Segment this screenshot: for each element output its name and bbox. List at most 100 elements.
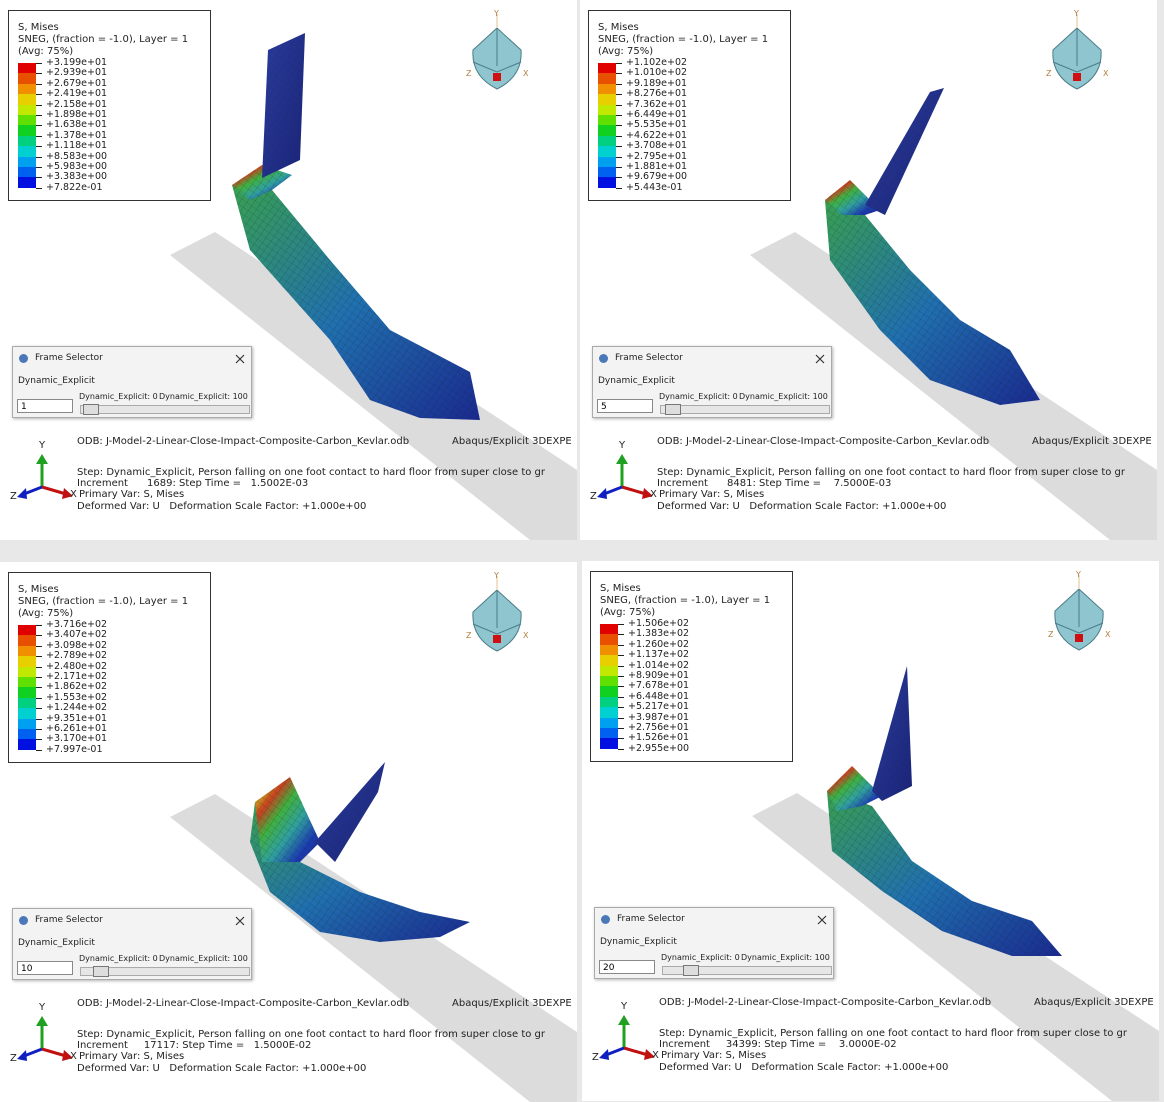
legend-color-band [18,646,36,656]
primary-variable: Primary Var: S, Mises [79,1051,184,1062]
legend-value: +2.679e+01 [46,78,107,89]
slider-thumb[interactable] [683,965,699,976]
slider-max-label: Dynamic_Explicit: 100 [739,391,828,402]
legend-color-band [600,728,618,738]
frame-input[interactable]: 5 [597,399,653,413]
step-name: Dynamic_Explicit [600,937,677,948]
slider-max-label: Dynamic_Explicit: 100 [159,391,248,402]
legend-value: +1.383e+02 [628,628,689,639]
odb-name: ODB: J-Model-2-Linear-Close-Impact-Compo… [657,436,989,447]
triad-x-axis [624,1048,648,1055]
legend-color-band [600,697,618,707]
legend-subtitle: SNEG, (fraction = -1.0), Layer = 1 [18,34,188,45]
triad-y-label: Y [39,440,45,451]
legend-value: +1.260e+02 [628,639,689,650]
frame-input[interactable]: 10 [17,961,73,975]
view-cube-z-label: Z [1046,68,1051,79]
increment-info: Increment 1689: Step Time = 1.5002E-03 [77,478,308,489]
triad-z-head [597,488,607,499]
plate-flap-mesh [315,762,385,862]
slider-thumb[interactable] [665,404,681,415]
view-cube-z-label: Z [466,68,471,79]
legend-value: +3.987e+01 [628,712,689,723]
legend-tick [618,728,624,729]
legend-tick [616,94,622,95]
close-button[interactable] [235,354,245,364]
legend-tick [36,729,42,730]
frame-slider[interactable] [80,405,250,414]
legend-title: S, Mises [600,583,641,594]
increment-info: Increment 17117: Step Time = 1.5000E-02 [77,1040,311,1051]
legend-color-band [598,115,616,125]
close-button[interactable] [815,354,825,364]
legend-value: +3.716e+02 [46,619,107,630]
view-cube-marker [493,635,501,643]
legend-color-band [598,177,616,187]
legend-value: +3.708e+01 [626,140,687,151]
legend-color-band [598,63,616,73]
view-cube-y-label: Y [1074,8,1079,19]
legend-color-band [600,655,618,665]
legend-value: +2.789e+02 [46,650,107,661]
legend-value: +1.881e+01 [626,161,687,172]
legend-tick [36,635,42,636]
legend-color-band [18,136,36,146]
triad-x-label: X [652,1050,659,1061]
increment-info: Increment 8481: Step Time = 7.5000E-03 [657,478,891,489]
legend-tick [36,136,42,137]
legend-color-band [18,635,36,645]
close-button[interactable] [235,916,245,926]
slider-thumb[interactable] [93,966,109,977]
legend-color-band [600,718,618,728]
deformed-variable: Deformed Var: U Deformation Scale Factor… [77,1063,366,1074]
triad-y-head [618,1015,630,1025]
legend-value: +9.351e+01 [46,713,107,724]
frame-slider[interactable] [80,967,250,976]
view-cube-z-label: Z [466,630,471,641]
legend-color-band [600,686,618,696]
legend-tick [618,645,624,646]
frame-input[interactable]: 20 [599,960,655,974]
legend-tick [36,656,42,657]
triad-y-head [616,454,628,464]
legend-color-band [18,177,36,187]
legend-color-band [600,707,618,717]
slider-thumb[interactable] [83,404,99,415]
triad-y-head [36,454,48,464]
legend-color-band [598,157,616,167]
legend-value: +5.535e+01 [626,119,687,130]
legend-tick [36,739,42,740]
view-cube-marker [1073,73,1081,81]
close-button[interactable] [817,915,827,925]
legend-tick [618,686,624,687]
odb-name: ODB: J-Model-2-Linear-Close-Impact-Compo… [77,998,409,1009]
frame-slider[interactable] [662,966,832,975]
legend-value: +2.795e+01 [626,151,687,162]
legend-value: +3.407e+02 [46,629,107,640]
plate-curl-mesh [255,777,320,862]
legend-value: +1.102e+02 [626,57,687,68]
triad-z-axis [24,1049,42,1056]
legend-tick [616,167,622,168]
legend-value: +1.862e+02 [46,681,107,692]
view-cube-x-label: X [523,630,528,641]
frame-selector-dialog: Frame SelectorDynamic_Explicit5Dynamic_E… [592,346,832,418]
primary-variable: Primary Var: S, Mises [79,489,184,500]
deformed-variable: Deformed Var: U Deformation Scale Factor… [657,501,946,512]
triad-y-head [36,1016,48,1026]
legend-value: +7.362e+01 [626,99,687,110]
dialog-icon [19,354,28,363]
deformed-variable: Deformed Var: U Deformation Scale Factor… [659,1062,948,1073]
legend-color-band [18,63,36,73]
legend-value: +5.983e+00 [46,161,107,172]
legend-tick [36,63,42,64]
legend-value: +1.553e+02 [46,692,107,703]
view-cube-z-label: Z [1048,629,1053,640]
frame-slider[interactable] [660,405,830,414]
legend-average: (Avg: 75%) [18,46,73,57]
legend-tick [36,750,42,751]
legend-value: +1.506e+02 [628,618,689,629]
frame-input[interactable]: 1 [17,399,73,413]
legend-color-band [18,157,36,167]
